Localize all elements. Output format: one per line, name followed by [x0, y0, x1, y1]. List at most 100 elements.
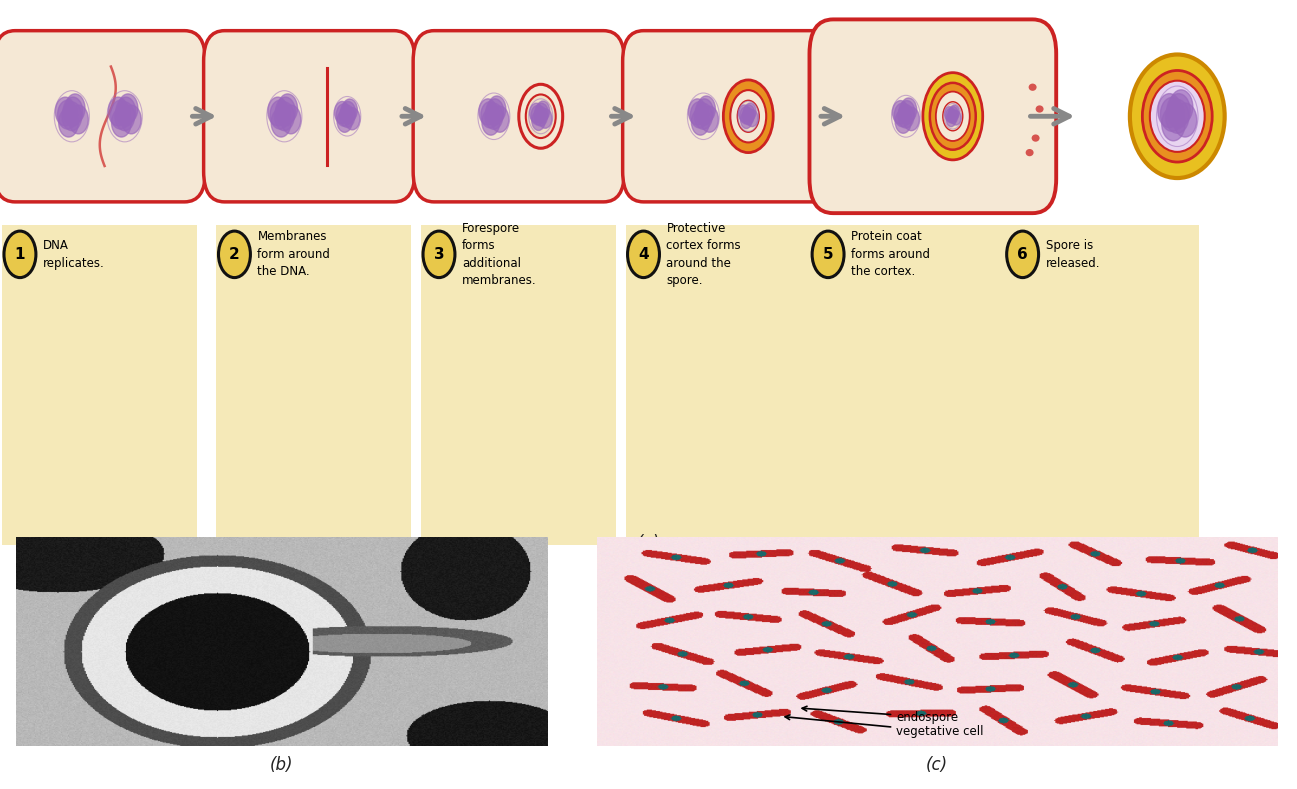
FancyBboxPatch shape [0, 31, 205, 202]
Circle shape [1170, 90, 1193, 124]
Circle shape [936, 92, 970, 141]
Circle shape [744, 103, 756, 120]
Circle shape [943, 102, 962, 131]
FancyBboxPatch shape [3, 226, 197, 545]
Circle shape [519, 84, 563, 148]
Circle shape [218, 231, 250, 278]
Ellipse shape [1130, 54, 1224, 178]
Circle shape [69, 105, 88, 134]
Circle shape [534, 107, 547, 126]
Circle shape [690, 102, 708, 128]
Circle shape [534, 103, 549, 123]
Text: DNA
replicates.: DNA replicates. [43, 239, 105, 270]
Circle shape [949, 105, 960, 119]
FancyBboxPatch shape [809, 20, 1056, 213]
Circle shape [894, 103, 910, 127]
Text: (b): (b) [270, 757, 293, 774]
Circle shape [530, 106, 545, 125]
Circle shape [108, 97, 128, 126]
Circle shape [271, 108, 291, 137]
Circle shape [948, 109, 957, 123]
Circle shape [336, 104, 351, 126]
Ellipse shape [1031, 134, 1040, 142]
Circle shape [695, 99, 713, 125]
Circle shape [115, 97, 136, 126]
Text: vegetative cell: vegetative cell [785, 715, 983, 739]
Circle shape [335, 102, 350, 124]
Circle shape [486, 99, 503, 125]
Circle shape [812, 231, 844, 278]
FancyBboxPatch shape [414, 31, 624, 202]
Circle shape [340, 102, 355, 124]
Circle shape [742, 108, 754, 125]
Circle shape [423, 231, 455, 278]
Text: (a): (a) [637, 534, 660, 552]
FancyBboxPatch shape [217, 226, 411, 545]
Circle shape [899, 100, 914, 124]
Circle shape [115, 102, 135, 131]
Circle shape [337, 110, 353, 133]
Circle shape [64, 97, 83, 126]
Circle shape [900, 98, 917, 122]
Circle shape [892, 100, 909, 124]
Circle shape [340, 105, 355, 127]
Ellipse shape [1026, 149, 1034, 156]
Ellipse shape [1029, 84, 1036, 91]
Circle shape [281, 105, 301, 134]
Text: Spore is
released.: Spore is released. [1045, 239, 1100, 270]
Circle shape [479, 99, 497, 125]
Circle shape [1174, 103, 1197, 137]
Circle shape [741, 111, 752, 129]
Circle shape [1162, 107, 1185, 141]
Circle shape [529, 103, 543, 123]
Circle shape [532, 110, 545, 130]
Text: 6: 6 [1017, 247, 1029, 262]
Circle shape [698, 96, 716, 122]
Circle shape [58, 108, 78, 137]
Text: 2: 2 [230, 247, 240, 262]
Text: 1: 1 [14, 247, 25, 262]
Circle shape [895, 110, 912, 133]
Circle shape [538, 109, 553, 129]
Circle shape [737, 100, 759, 133]
Circle shape [930, 83, 975, 150]
Circle shape [268, 97, 288, 126]
Circle shape [903, 107, 920, 131]
Circle shape [691, 109, 709, 135]
Text: 5: 5 [822, 247, 834, 262]
FancyBboxPatch shape [811, 226, 1005, 545]
Circle shape [482, 109, 499, 135]
Circle shape [730, 90, 767, 143]
Text: 4: 4 [638, 247, 648, 262]
Circle shape [1158, 94, 1182, 128]
Circle shape [1006, 231, 1039, 278]
Circle shape [481, 102, 499, 128]
Ellipse shape [1143, 70, 1213, 162]
Circle shape [485, 103, 503, 129]
Circle shape [700, 106, 719, 133]
Circle shape [278, 94, 297, 122]
Circle shape [57, 100, 78, 129]
Circle shape [947, 112, 956, 127]
Circle shape [923, 73, 983, 160]
Circle shape [270, 100, 289, 129]
Circle shape [1161, 97, 1184, 132]
FancyBboxPatch shape [204, 31, 415, 202]
Circle shape [345, 107, 359, 130]
Text: Membranes
form around
the DNA.: Membranes form around the DNA. [257, 230, 331, 279]
Circle shape [118, 94, 137, 122]
Ellipse shape [1150, 80, 1205, 152]
Text: Protein coat
forms around
the cortex.: Protein coat forms around the cortex. [851, 230, 930, 279]
Circle shape [62, 102, 82, 131]
Circle shape [694, 103, 712, 129]
Circle shape [488, 96, 506, 122]
Circle shape [948, 107, 958, 121]
Circle shape [738, 105, 750, 122]
Text: Forespore
forms
additional
membranes.: Forespore forms additional membranes. [462, 222, 537, 287]
Text: 3: 3 [433, 247, 445, 262]
Circle shape [65, 94, 86, 122]
FancyBboxPatch shape [1005, 226, 1200, 545]
Circle shape [689, 99, 707, 125]
Text: (c): (c) [926, 757, 948, 774]
FancyBboxPatch shape [625, 226, 820, 545]
